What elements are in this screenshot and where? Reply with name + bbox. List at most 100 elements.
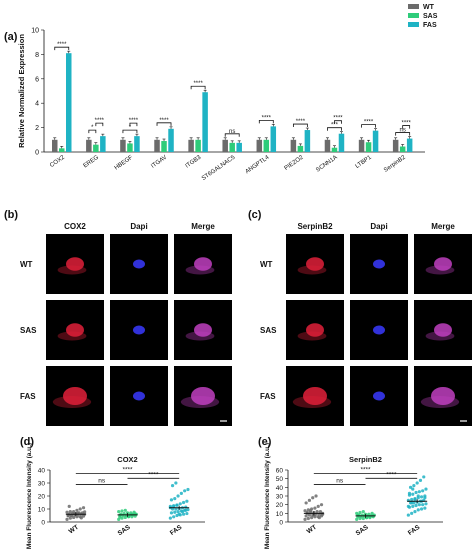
data-point-fas <box>411 487 415 491</box>
bar-sas <box>195 139 201 152</box>
x-tick-label: LTBP1 <box>355 154 374 170</box>
significance-label: **** <box>129 118 139 124</box>
data-point-fas <box>408 485 413 489</box>
cell-body <box>57 331 87 341</box>
data-point-fas <box>174 481 178 485</box>
significance-bracket <box>190 85 206 90</box>
data-point-wt <box>303 509 307 513</box>
panel-label-b: (b) <box>4 209 18 221</box>
data-point-fas <box>169 498 174 502</box>
data-point-sas <box>358 510 362 515</box>
data-point-wt <box>313 506 317 510</box>
data-point-fas <box>183 489 187 493</box>
data-point-wt <box>314 494 318 498</box>
data-point-wt <box>315 510 319 514</box>
bar-fas <box>66 53 72 152</box>
data-point-sas <box>361 516 365 521</box>
y-tick-label: 8 <box>35 52 39 59</box>
data-point-fas <box>184 508 188 512</box>
y-tick-label: 60 <box>276 468 284 475</box>
bar-wt <box>52 139 58 152</box>
cell-stain <box>133 325 145 335</box>
bar-sas <box>161 141 167 152</box>
cell-stain <box>303 387 327 405</box>
significance-label: * <box>91 125 94 131</box>
data-point-sas <box>123 508 127 512</box>
bar-sas <box>229 142 235 152</box>
bar-sas <box>399 146 406 152</box>
data-point-wt <box>306 516 310 521</box>
significance-label: * <box>129 125 132 131</box>
data-point-sas <box>367 512 371 516</box>
panel-label-d: (d) <box>20 436 34 448</box>
data-point-fas <box>412 501 416 505</box>
significance-bracket <box>224 133 240 137</box>
significance-label: **** <box>401 121 411 127</box>
significance-bracket <box>95 122 104 127</box>
row-label: FAS <box>260 392 276 401</box>
bar-wt <box>324 139 331 152</box>
cell-body <box>297 265 327 275</box>
significance-bracket <box>258 119 274 124</box>
data-point-sas <box>361 510 365 514</box>
data-point-fas <box>417 490 421 494</box>
data-point-fas <box>412 484 416 488</box>
data-point-sas <box>370 511 374 515</box>
y-tick-label: 0 <box>279 520 283 527</box>
cell-stain <box>133 259 145 269</box>
panel-label-a: (a) <box>4 31 18 43</box>
data-point-fas <box>176 510 180 514</box>
x-tick-label: HBEGF <box>114 155 135 172</box>
column-header: Dapi <box>130 222 147 231</box>
significance-label: **** <box>193 81 203 87</box>
bar-wt <box>154 139 160 152</box>
data-point-fas <box>421 489 425 493</box>
x-tick-label: FAS <box>169 524 184 537</box>
column-header: Merge <box>431 222 455 231</box>
x-tick-label: SerpinB2 <box>383 154 407 173</box>
data-point-fas <box>185 511 189 516</box>
legend-swatch <box>408 4 419 9</box>
x-tick-label: SCNN1A <box>315 155 338 174</box>
significance-label: **** <box>122 467 133 474</box>
x-tick-label: COX2 <box>49 154 66 169</box>
data-point-fas <box>416 508 420 512</box>
chart-title: COX2 <box>117 455 137 464</box>
y-tick-label: 6 <box>35 76 39 83</box>
bar-fas <box>338 133 345 152</box>
legend-label: FAS <box>423 22 437 29</box>
data-point-fas <box>414 490 418 495</box>
data-point-sas <box>117 510 121 514</box>
legend-swatch <box>408 22 419 27</box>
legend-swatch <box>408 13 419 18</box>
data-point-wt <box>310 516 314 520</box>
y-tick-label: 4 <box>35 101 39 108</box>
cell-stain <box>66 257 84 271</box>
column-header: Merge <box>191 222 215 231</box>
bar-fas <box>202 92 208 152</box>
data-point-wt <box>81 506 86 510</box>
y-tick-label: 20 <box>276 502 284 509</box>
legend-label: WT <box>423 4 435 11</box>
bar-fas <box>134 136 140 152</box>
column-header: COX2 <box>64 222 86 231</box>
y-axis-label: Mean Fluorescence Intensity (a.u.) <box>26 443 33 549</box>
data-point-wt <box>311 496 315 500</box>
y-tick-label: 10 <box>276 511 284 518</box>
significance-bracket <box>156 122 172 126</box>
bar-sas <box>331 147 338 152</box>
data-point-wt <box>79 516 83 520</box>
bar-fas <box>406 138 413 152</box>
x-tick-label: ITGB3 <box>185 154 203 169</box>
significance-bracket <box>292 123 308 128</box>
micrograph-grid-cox2: COX2 Dapi Merge WT SAS FAS <box>20 222 232 426</box>
cell-stain <box>191 387 215 405</box>
data-point-sas <box>118 515 122 519</box>
cell-body <box>425 331 455 341</box>
data-point-fas <box>415 481 419 485</box>
cell-stain <box>373 325 385 335</box>
x-tick-label: WT <box>68 524 80 536</box>
bar-wt <box>86 139 92 152</box>
data-point-fas <box>177 512 181 516</box>
